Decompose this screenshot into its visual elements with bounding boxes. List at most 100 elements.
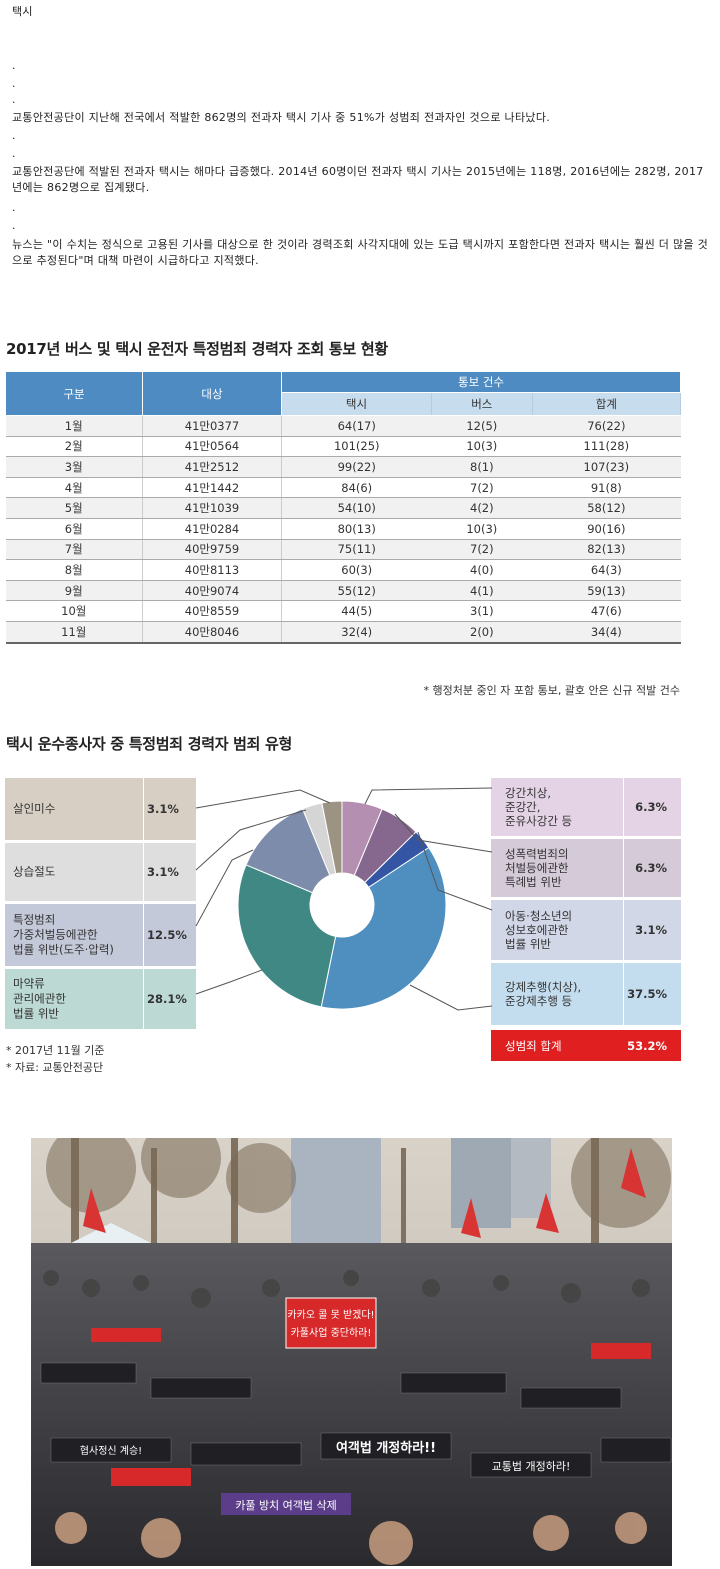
paragraph-2: 교통안전공단에 적발된 전과자 택시는 해마다 급증했다. 2014년 60명이… bbox=[12, 165, 704, 194]
legend-label-line: 강제추행(치상), bbox=[505, 980, 582, 994]
table-cell: 90(16) bbox=[532, 518, 681, 540]
chart-note-date: * 2017년 11월 기준 bbox=[6, 1044, 105, 1057]
table-cell: 40만8559 bbox=[142, 600, 282, 622]
table-cell: 32(4) bbox=[281, 621, 432, 644]
table-cell: 60(3) bbox=[281, 559, 432, 581]
legend-label-line: 마약류 bbox=[13, 976, 45, 991]
spacer-dot: . bbox=[12, 93, 16, 106]
table-cell: 101(25) bbox=[281, 436, 432, 458]
table-cell: 4(0) bbox=[431, 559, 533, 581]
legend-label-line: 성폭력범죄의 bbox=[505, 847, 569, 861]
legend-box: 마약류 관리에관한 법률 위반 28.1% bbox=[5, 969, 196, 1029]
legend-label-line: 강간치상, bbox=[505, 786, 551, 800]
leader-line bbox=[409, 984, 493, 1011]
header-bus: 버스 bbox=[430, 392, 533, 416]
legend-label: 아동·청소년의 성보호에관한 법률 위반 bbox=[505, 909, 572, 951]
table-cell: 12(5) bbox=[431, 415, 533, 437]
legend-label-line: 살인미수 bbox=[13, 801, 56, 816]
legend-pct: 37.5% bbox=[627, 987, 667, 1001]
chart-title: 택시 운수종사자 중 특정범죄 경력자 범죄 유형 bbox=[6, 735, 293, 753]
table-cell: 107(23) bbox=[532, 456, 681, 478]
table-cell: 34(4) bbox=[532, 621, 681, 644]
table-cell: 1월 bbox=[5, 415, 143, 437]
header-gubun: 구분 bbox=[5, 371, 143, 416]
leader-line bbox=[195, 789, 331, 809]
legend-label: 강제추행(치상), 준강제추행 등 bbox=[505, 980, 581, 1008]
table-cell: 40만9759 bbox=[142, 539, 282, 561]
table-cell: 64(17) bbox=[281, 415, 432, 437]
table-cell: 41만0377 bbox=[142, 415, 282, 437]
leader-line bbox=[394, 813, 493, 853]
legend-pct: 3.1% bbox=[635, 923, 667, 937]
table-row: 11월 40만8046 32(4) 2(0) 34(4) bbox=[5, 621, 681, 644]
table-row: 6월 41만0284 80(13) 10(3) 90(16) bbox=[5, 518, 681, 540]
leader-line bbox=[417, 831, 493, 911]
paragraph-3: 뉴스는 "이 수치는 정식으로 고용된 기사를 대상으로 한 것이라 경력조회 … bbox=[12, 238, 709, 267]
table-cell: 2월 bbox=[5, 436, 143, 458]
sign-text: 협사정신 계승! bbox=[80, 1444, 142, 1457]
table-row: 4월 41만1442 84(6) 7(2) 91(8) bbox=[5, 477, 681, 499]
legend-pct: 12.5% bbox=[147, 928, 187, 942]
table-cell: 4(1) bbox=[431, 580, 533, 602]
leader-line bbox=[364, 787, 493, 805]
legend-label-line: 법률 위반 bbox=[505, 937, 551, 951]
table-cell: 7(2) bbox=[431, 539, 533, 561]
table-cell: 6월 bbox=[5, 518, 143, 540]
protest-photo: 카카오 콜 못 받겠다! 카풀사업 중단하라! 여객법 개정하라!! 교통법 개… bbox=[31, 1138, 672, 1566]
legend-label: 성폭력범죄의 처벌등에관한 특례법 위반 bbox=[505, 847, 568, 889]
table-cell: 40만9074 bbox=[142, 580, 282, 602]
table-cell: 44(5) bbox=[281, 600, 432, 622]
table-cell: 91(8) bbox=[532, 477, 681, 499]
legend-pct: 6.3% bbox=[635, 861, 667, 875]
report-table: 구분 대상 통보 건수 택시 버스 합계 1월 41만0377 64(17) 12(5… bbox=[5, 371, 682, 644]
legend-label: 상습절도 bbox=[13, 865, 55, 880]
table-cell: 8월 bbox=[5, 559, 143, 581]
legend-label-line: 준강간, bbox=[505, 800, 541, 814]
header-taxi: 택시 bbox=[281, 392, 432, 416]
table-cell: 64(3) bbox=[532, 559, 681, 581]
table-row: 5월 41만1039 54(10) 4(2) 58(12) bbox=[5, 497, 681, 519]
spacer-dot: . bbox=[12, 219, 16, 232]
table-cell: 41만1442 bbox=[142, 477, 282, 499]
sex-crime-total-box: 성범죄 합계 53.2% bbox=[491, 1030, 681, 1061]
sign-text: 카풀사업 중단하라! bbox=[291, 1326, 372, 1339]
legend-label-line: 성보호에관한 bbox=[505, 923, 569, 937]
legend-pct: 3.1% bbox=[147, 802, 179, 816]
table-cell: 41만2512 bbox=[142, 456, 282, 478]
table-cell: 76(22) bbox=[532, 415, 681, 437]
table-cell: 10월 bbox=[5, 600, 143, 622]
table-note: * 행정처분 중인 자 포함 통보, 괄호 안은 신규 적발 건수 bbox=[423, 684, 680, 697]
legend-label-line: 특례법 위반 bbox=[505, 875, 562, 889]
legend-label-line: 가중처벌등에관한 bbox=[13, 927, 98, 942]
legend-box: 아동·청소년의 성보호에관한 법률 위반 3.1% bbox=[491, 900, 681, 960]
table-cell: 4월 bbox=[5, 477, 143, 499]
legend-label-line: 법률 위반(도주·압력) bbox=[13, 942, 114, 957]
legend-box: 특정범죄 가중처벌등에관한 법률 위반(도주·압력) 12.5% bbox=[5, 904, 196, 966]
sign-text: 카카오 콜 못 받겠다! bbox=[287, 1309, 374, 1321]
legend-label: 살인미수 bbox=[13, 802, 55, 817]
header-target: 대상 bbox=[142, 371, 282, 416]
table-row: 2월 41만0564 101(25) 10(3) 111(28) bbox=[5, 436, 681, 458]
table-cell: 7(2) bbox=[431, 477, 533, 499]
table-cell: 59(13) bbox=[532, 580, 681, 602]
legend-label-line: 상습절도 bbox=[13, 864, 56, 879]
legend-box: 성폭력범죄의 처벌등에관한 특례법 위반 6.3% bbox=[491, 839, 681, 897]
spacer-dot: . bbox=[12, 201, 16, 214]
header-total: 합계 bbox=[531, 392, 682, 416]
table-cell: 41만0564 bbox=[142, 436, 282, 458]
table-cell: 10(3) bbox=[431, 518, 533, 540]
table-cell: 40만8046 bbox=[142, 621, 282, 644]
legend-label-line: 법률 위반 bbox=[13, 1006, 59, 1021]
legend-box: 강제추행(치상), 준강제추행 등 37.5% bbox=[491, 963, 681, 1025]
table-row: 3월 41만2512 99(22) 8(1) 107(23) bbox=[5, 456, 681, 478]
table-cell: 5월 bbox=[5, 497, 143, 519]
legend-pct: 28.1% bbox=[147, 992, 187, 1006]
total-label: 성범죄 합계 bbox=[505, 1038, 562, 1053]
table-cell: 41만0284 bbox=[142, 518, 282, 540]
legend-label-line: 준강제추행 등 bbox=[505, 994, 573, 1008]
table-cell: 11월 bbox=[5, 621, 143, 644]
sign-text: 교통법 개정하라! bbox=[492, 1459, 571, 1473]
legend-label: 강간치상, 준강간, 준유사강간 등 bbox=[505, 786, 572, 828]
table-row: 10월 40만8559 44(5) 3(1) 47(6) bbox=[5, 600, 681, 622]
table-cell: 54(10) bbox=[281, 497, 432, 519]
